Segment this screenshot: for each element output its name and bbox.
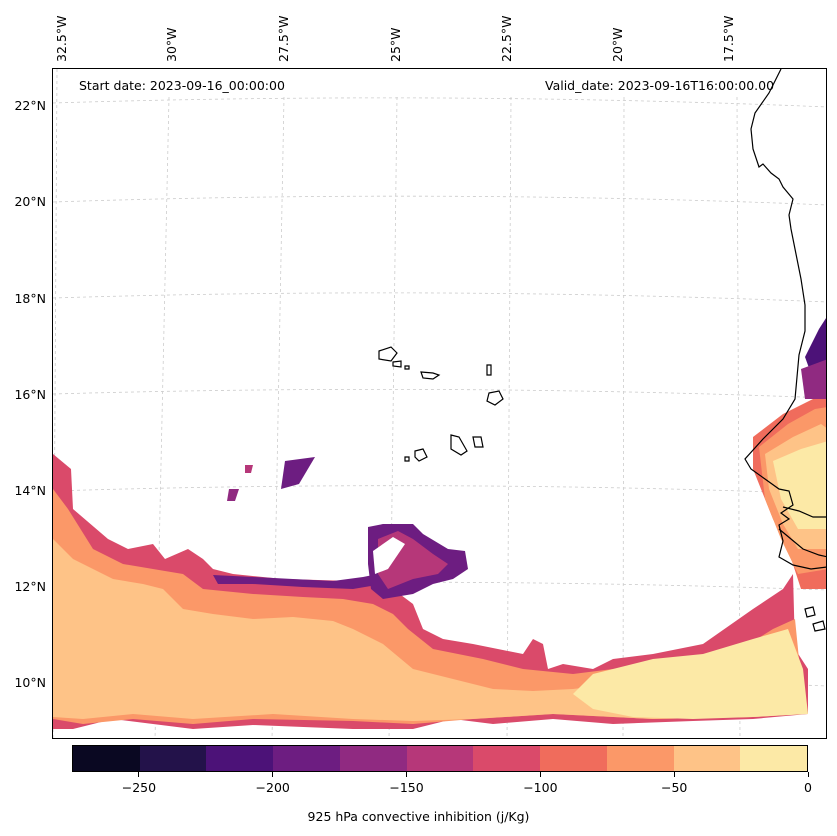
coastlines — [744, 69, 826, 570]
cin-map — [53, 69, 826, 738]
cin-band-purple-edge — [213, 574, 383, 589]
colorbar-tick — [673, 772, 675, 777]
island-sao-vicente — [392, 360, 402, 368]
lat-label-10n: 10°N — [14, 675, 46, 690]
colorbar-segment — [406, 746, 474, 771]
colorbar-tick — [807, 772, 809, 777]
colorbar-tick-label: −100 — [523, 780, 558, 795]
lon-label-32-5w: 32.5°W — [54, 15, 69, 62]
island-maio — [472, 436, 484, 448]
colorbar-tick-label: −50 — [660, 780, 688, 795]
colorbar-tick — [539, 772, 541, 777]
cin-coast-palest — [773, 441, 826, 529]
gridline-lat-18 — [53, 292, 826, 303]
colorbar-tick — [406, 772, 408, 777]
lat-label-16n: 16°N — [14, 387, 46, 402]
colorbar-title: 925 hPa convective inhibition (j/Kg) — [307, 809, 530, 824]
colorbar-tick-label: −200 — [255, 780, 290, 795]
islands-bijagos-1 — [804, 606, 816, 618]
lon-label-17-5w: 17.5°W — [721, 15, 736, 62]
island-brava — [404, 456, 410, 462]
gambia-river — [782, 506, 826, 518]
colorbar-segment — [540, 746, 607, 771]
island-santo-antao — [378, 346, 398, 362]
island-santiago — [450, 434, 468, 456]
lat-label-14n: 14°N — [14, 483, 46, 498]
gridline-lon-20 — [622, 96, 625, 738]
cin-patch-c — [245, 465, 253, 473]
lon-label-22-5w: 22.5°W — [499, 15, 514, 62]
lat-label-18n: 18°N — [14, 291, 46, 306]
cin-band-light — [53, 539, 801, 721]
colorbar-tick-label: 0 — [804, 780, 812, 795]
island-sao-nicolau — [420, 371, 441, 380]
colorbar-segment — [206, 746, 274, 771]
colorbar-tick — [272, 772, 274, 777]
lon-label-25w: 25°W — [388, 27, 403, 62]
colorbar-segment — [139, 746, 207, 771]
africa-coastline — [744, 69, 826, 570]
island-sal — [486, 364, 492, 376]
lon-label-30w: 30°W — [164, 27, 179, 62]
gridline-lat-16 — [53, 388, 826, 399]
gridline-lat-22 — [53, 97, 826, 108]
colorbar-segment — [273, 746, 340, 771]
gridline-lon-22-5 — [506, 96, 512, 738]
colorbar-segment — [606, 746, 674, 771]
lon-label-20w: 20°W — [610, 27, 625, 62]
lon-label-27-5w: 27.5°W — [276, 15, 291, 62]
colorbar-segment — [339, 746, 407, 771]
lat-label-22n: 22°N — [14, 98, 46, 113]
cin-patch-a — [281, 457, 315, 489]
colorbar-tick-label: −250 — [121, 780, 157, 795]
cin-coast-dark-edge — [801, 359, 826, 399]
cin-patch-b — [227, 489, 239, 501]
guinea-bissau-coast — [778, 528, 826, 558]
start-date-label: Start date: 2023-09-16_00:00:00 — [79, 78, 285, 93]
map-panel[interactable] — [52, 68, 827, 739]
cin-field — [53, 318, 826, 729]
colorbar-segment — [740, 746, 808, 771]
gridline-lat-20 — [53, 195, 826, 206]
gridline-lat-14 — [53, 485, 826, 495]
cin-cluster-hole — [373, 537, 405, 574]
lat-label-20n: 20°N — [14, 194, 46, 209]
lat-label-12n: 12°N — [14, 579, 46, 594]
island-boa-vista — [486, 390, 504, 406]
islands-bijagos-2 — [812, 620, 826, 632]
valid-date-label: Valid_date: 2023-09-16T16:00:00.00 — [545, 78, 775, 93]
island-santa-luzia — [404, 365, 410, 370]
cin-band-palest — [573, 629, 808, 719]
colorbar-tick — [138, 772, 140, 777]
colorbar — [72, 745, 808, 772]
island-fogo — [414, 448, 428, 462]
colorbar-segment — [673, 746, 741, 771]
islands — [378, 346, 826, 632]
colorbar-tick-label: −150 — [389, 780, 424, 795]
colorbar-segment — [473, 746, 541, 771]
colorbar-segment — [73, 746, 140, 771]
